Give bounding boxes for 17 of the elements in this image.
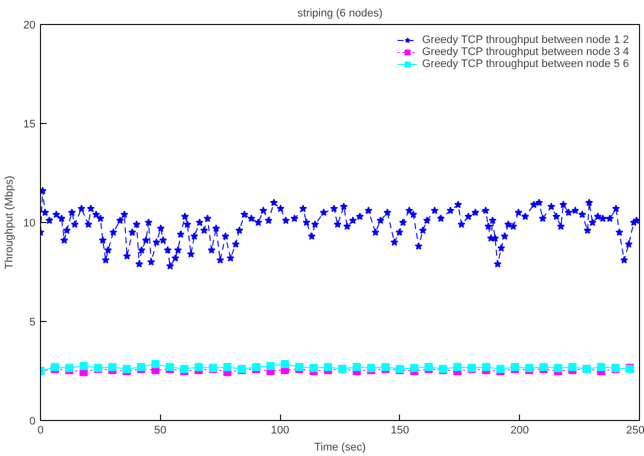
legend-label: Greedy TCP throughput between node 1 2 — [422, 34, 629, 46]
x-tick-label: 200 — [510, 424, 529, 436]
x-axis-title: Time (sec) — [314, 442, 366, 454]
x-tick-label: 50 — [154, 424, 166, 436]
y-tick-label: 0 — [29, 416, 36, 428]
x-tick-label: 100 — [270, 424, 290, 436]
y-tick-label: 10 — [23, 218, 36, 230]
chart-title: striping (6 nodes) — [298, 8, 383, 20]
legend-label: Greedy TCP throughput between node 3 4 — [422, 46, 629, 58]
x-tick-label: 250 — [626, 424, 644, 436]
y-axis-title: Throughput (Mbps) — [3, 176, 16, 270]
legend-label: Greedy TCP throughput between node 5 6 — [422, 58, 629, 70]
x-tick-label: 150 — [390, 424, 410, 436]
y-tick-label: 20 — [23, 20, 36, 32]
y-tick-label: 5 — [29, 316, 36, 328]
y-tick-label: 15 — [23, 118, 36, 130]
x-tick-label: 0 — [37, 424, 44, 436]
